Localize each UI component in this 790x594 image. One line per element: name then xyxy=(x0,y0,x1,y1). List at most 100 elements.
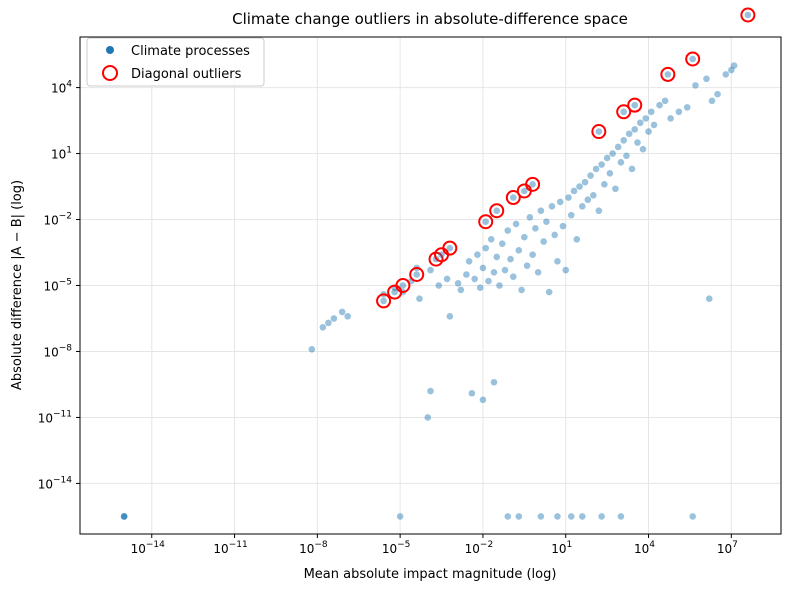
data-point xyxy=(474,251,481,259)
data-point xyxy=(493,253,501,261)
outlier-ring xyxy=(740,7,756,23)
data-point xyxy=(319,323,327,331)
data-point xyxy=(504,227,512,234)
outlier-ring xyxy=(591,124,607,140)
legend-box xyxy=(86,37,265,87)
outlier-point xyxy=(631,101,639,109)
data-point xyxy=(515,247,523,254)
data-point xyxy=(667,115,674,122)
data-point xyxy=(120,513,128,520)
outlier-ring xyxy=(627,97,643,113)
outlier-point xyxy=(529,181,536,188)
data-point xyxy=(708,97,716,105)
data-point xyxy=(120,513,128,520)
data-point xyxy=(728,66,735,74)
outlier-point xyxy=(446,244,454,252)
data-point xyxy=(730,62,738,69)
outlier-ring xyxy=(409,267,425,283)
x-axis-label: Mean absolute impact magnitude (log) xyxy=(304,567,557,582)
data-point xyxy=(308,345,316,353)
chart-title: Climate change outliers in absolute-diff… xyxy=(232,10,628,28)
data-point xyxy=(498,240,506,248)
data-point xyxy=(656,101,663,109)
data-point xyxy=(537,207,545,215)
data-point xyxy=(609,150,616,157)
data-point xyxy=(614,143,622,151)
data-point xyxy=(584,196,592,204)
outlier-point xyxy=(493,207,501,215)
legend-label-climate-processes: Climate processes xyxy=(131,44,250,59)
outlier-ring xyxy=(376,293,392,309)
data-point xyxy=(714,90,721,98)
data-point xyxy=(623,152,630,160)
data-point xyxy=(509,273,517,281)
data-point xyxy=(625,130,633,138)
data-point xyxy=(562,266,570,274)
legend-label-diagonal-outliers: Diagonal outliers xyxy=(131,67,242,82)
data-point xyxy=(532,225,539,232)
grid-layer xyxy=(80,37,781,534)
data-point xyxy=(454,280,462,287)
data-point xyxy=(587,172,594,179)
data-point xyxy=(601,181,608,188)
data-point xyxy=(543,218,550,226)
data-point xyxy=(537,513,545,520)
data-point xyxy=(576,183,583,190)
outlier-point xyxy=(595,128,603,135)
data-point xyxy=(722,71,730,78)
data-point xyxy=(556,198,564,206)
outlier-point xyxy=(380,297,387,305)
data-point xyxy=(518,286,525,294)
outlier-ring xyxy=(616,104,632,120)
data-point xyxy=(592,165,600,173)
data-point xyxy=(529,251,536,259)
data-point xyxy=(490,269,498,276)
data-point xyxy=(689,513,696,520)
data-point xyxy=(515,513,523,520)
data-point xyxy=(523,262,531,270)
data-point xyxy=(598,161,605,168)
data-point xyxy=(465,258,473,265)
data-point xyxy=(703,75,710,83)
data-point xyxy=(416,295,423,302)
data-point xyxy=(427,266,434,274)
data-point xyxy=(554,258,561,265)
data-point xyxy=(468,389,476,397)
data-point xyxy=(521,233,528,241)
data-point xyxy=(570,187,578,195)
data-point xyxy=(427,387,434,395)
outlier-ring xyxy=(395,278,411,293)
outlier-point xyxy=(620,108,627,116)
data-point xyxy=(551,231,558,239)
data-point xyxy=(606,170,614,177)
data-point xyxy=(545,288,553,296)
data-point xyxy=(636,119,644,127)
data-point xyxy=(512,220,520,228)
points-layer xyxy=(120,62,738,520)
data-point xyxy=(617,513,625,520)
data-point xyxy=(642,115,650,122)
data-point xyxy=(479,396,487,404)
data-point xyxy=(120,513,128,520)
outlier-point xyxy=(438,251,445,259)
data-point xyxy=(487,236,495,243)
data-point xyxy=(692,82,699,89)
data-point xyxy=(540,238,547,245)
data-point xyxy=(645,128,652,135)
data-point xyxy=(330,315,338,322)
legend-marker-diagonal-outliers xyxy=(102,65,118,81)
outlier-point xyxy=(399,282,407,289)
data-point xyxy=(705,295,713,302)
data-point xyxy=(578,513,586,520)
data-point xyxy=(639,145,647,153)
data-point xyxy=(344,312,352,320)
data-point xyxy=(534,269,542,276)
data-point xyxy=(476,284,484,291)
legend: Climate processes Diagonal outliers xyxy=(86,37,265,87)
data-point xyxy=(567,513,575,520)
data-point xyxy=(526,214,534,221)
data-point xyxy=(325,319,332,327)
outliers-layer xyxy=(376,7,756,309)
data-point xyxy=(507,255,514,263)
